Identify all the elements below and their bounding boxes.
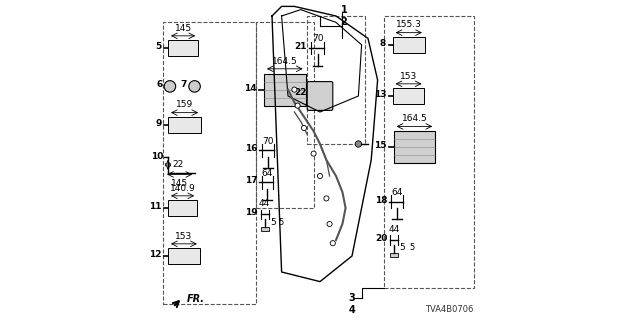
Text: 15: 15 bbox=[374, 141, 387, 150]
Bar bbox=[307, 16, 365, 144]
Circle shape bbox=[292, 87, 297, 92]
Text: 4: 4 bbox=[349, 305, 355, 316]
Bar bbox=[168, 248, 200, 264]
Circle shape bbox=[355, 141, 362, 147]
Bar bbox=[384, 16, 474, 288]
Text: 3: 3 bbox=[349, 292, 355, 303]
Text: 153: 153 bbox=[400, 72, 417, 81]
Circle shape bbox=[164, 81, 175, 92]
Text: 12: 12 bbox=[149, 250, 161, 259]
Bar bbox=[261, 227, 269, 231]
Circle shape bbox=[324, 196, 329, 201]
Text: 5: 5 bbox=[410, 244, 415, 252]
FancyBboxPatch shape bbox=[307, 82, 333, 110]
Text: FR.: FR. bbox=[187, 294, 205, 304]
Text: 64: 64 bbox=[391, 188, 403, 197]
Text: 10: 10 bbox=[151, 152, 163, 161]
Text: 164.5: 164.5 bbox=[272, 57, 298, 66]
Text: 7: 7 bbox=[181, 80, 187, 89]
Circle shape bbox=[317, 173, 323, 179]
Text: TVA4B0706: TVA4B0706 bbox=[425, 305, 474, 314]
Text: 11: 11 bbox=[149, 202, 161, 211]
Bar bbox=[163, 22, 256, 304]
Bar bbox=[393, 88, 424, 104]
Text: 164.5: 164.5 bbox=[401, 114, 428, 123]
Text: 5: 5 bbox=[399, 244, 405, 252]
Text: 21: 21 bbox=[294, 42, 307, 51]
Text: 145: 145 bbox=[175, 24, 191, 33]
Text: 44: 44 bbox=[259, 199, 270, 208]
Text: 5: 5 bbox=[270, 218, 276, 227]
Bar bbox=[394, 131, 435, 163]
Text: 153: 153 bbox=[175, 232, 193, 241]
Circle shape bbox=[330, 241, 335, 246]
Bar bbox=[168, 200, 197, 216]
Text: 8: 8 bbox=[380, 39, 387, 48]
Text: 70: 70 bbox=[312, 34, 323, 43]
Bar bbox=[168, 117, 201, 133]
Text: 13: 13 bbox=[374, 90, 387, 99]
Text: 155.3: 155.3 bbox=[396, 20, 422, 29]
Text: 16: 16 bbox=[245, 144, 258, 153]
Text: 22: 22 bbox=[294, 88, 307, 97]
Bar bbox=[168, 40, 198, 56]
Text: 14: 14 bbox=[244, 84, 257, 92]
Text: 22: 22 bbox=[172, 160, 184, 169]
Text: 5: 5 bbox=[156, 42, 161, 51]
Circle shape bbox=[311, 151, 316, 156]
Text: 17: 17 bbox=[245, 176, 258, 185]
Bar bbox=[393, 37, 425, 53]
Text: 19: 19 bbox=[245, 208, 258, 217]
Text: 140.9: 140.9 bbox=[170, 184, 195, 193]
Text: 6: 6 bbox=[156, 80, 163, 89]
Circle shape bbox=[295, 103, 300, 108]
Text: 9: 9 bbox=[156, 119, 161, 128]
Text: 145: 145 bbox=[172, 179, 188, 188]
Text: 44: 44 bbox=[388, 225, 400, 234]
Circle shape bbox=[189, 81, 200, 92]
Text: 20: 20 bbox=[375, 234, 387, 243]
Text: 70: 70 bbox=[262, 137, 274, 146]
Circle shape bbox=[327, 221, 332, 227]
Bar bbox=[390, 253, 398, 257]
Bar bbox=[256, 22, 314, 208]
Text: 64: 64 bbox=[262, 169, 273, 178]
Text: 18: 18 bbox=[374, 196, 387, 204]
Text: 2: 2 bbox=[340, 17, 348, 28]
Text: 5: 5 bbox=[278, 218, 284, 227]
Bar bbox=[264, 74, 306, 106]
Circle shape bbox=[301, 125, 307, 131]
Text: 159: 159 bbox=[176, 100, 193, 109]
Text: 1: 1 bbox=[340, 4, 348, 15]
